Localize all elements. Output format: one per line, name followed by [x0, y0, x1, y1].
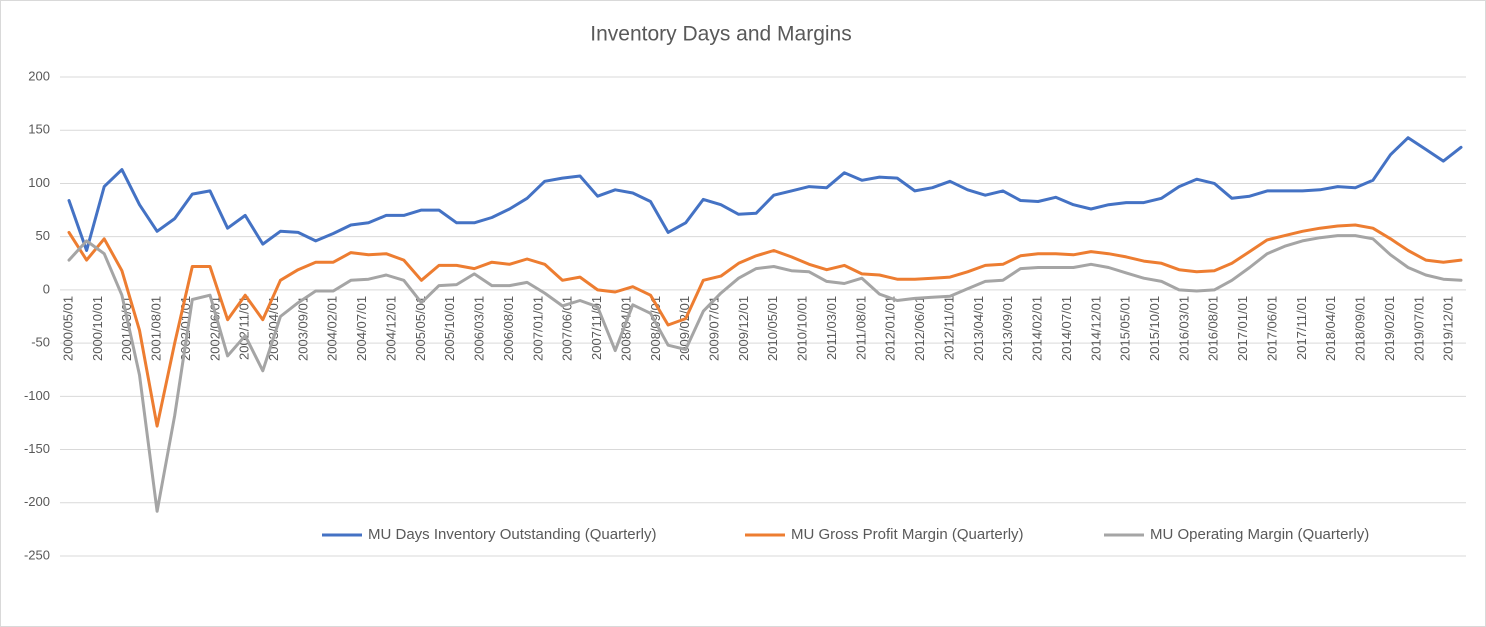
y-tick-label: 200 — [28, 68, 50, 83]
x-tick-label: 2009/07/01 — [707, 296, 722, 361]
y-tick-label: -200 — [24, 494, 50, 509]
x-tick-label: 2012/11/01 — [941, 296, 956, 360]
y-tick-label: 50 — [36, 228, 50, 243]
x-tick-label: 2010/10/01 — [795, 296, 810, 361]
x-tick-label: 2011/08/01 — [853, 296, 868, 360]
x-tick-label: 2011/03/01 — [824, 296, 839, 360]
x-tick-label: 2001/03/01 — [119, 296, 134, 361]
x-tick-label: 2013/04/01 — [971, 296, 986, 361]
series-line — [67, 136, 1463, 252]
legend-label: MU Operating Margin (Quarterly) — [1150, 526, 1369, 543]
x-tick-label: 2009/12/01 — [736, 296, 751, 361]
y-tick-label: 150 — [28, 122, 50, 137]
x-tick-label: 2006/08/01 — [501, 296, 516, 361]
x-tick-label: 2018/09/01 — [1353, 296, 1368, 361]
x-tick-label: 2017/06/01 — [1264, 296, 1279, 361]
x-tick-label: 2015/05/01 — [1118, 296, 1133, 361]
legend-item: MU Days Inventory Outstanding (Quarterly… — [322, 526, 656, 543]
x-tick-label: 2003/09/01 — [295, 296, 310, 361]
x-tick-label: 2019/02/01 — [1382, 296, 1397, 361]
y-tick-label: 100 — [28, 175, 50, 190]
x-tick-label: 2017/11/01 — [1294, 296, 1309, 360]
legend-label: MU Gross Profit Margin (Quarterly) — [791, 526, 1024, 543]
x-tick-label: 2012/06/01 — [912, 296, 927, 361]
x-tick-label: 2018/04/01 — [1323, 296, 1338, 361]
legend-label: MU Days Inventory Outstanding (Quarterly… — [368, 526, 656, 543]
x-tick-label: 2004/07/01 — [354, 296, 369, 361]
legend-item: MU Operating Margin (Quarterly) — [1104, 526, 1369, 543]
x-tick-label: 2019/07/01 — [1411, 296, 1426, 361]
series-line — [67, 223, 1463, 428]
x-tick-label: 2006/03/01 — [472, 296, 487, 361]
x-tick-label: 2009/02/01 — [677, 296, 692, 361]
x-tick-label: 2016/08/01 — [1206, 296, 1221, 361]
x-tick-label: 2010/05/01 — [765, 296, 780, 361]
x-tick-label: 2016/03/01 — [1176, 296, 1191, 361]
y-tick-label: -100 — [24, 388, 50, 403]
x-tick-label: 2005/10/01 — [442, 296, 457, 361]
x-tick-label: 2012/01/01 — [883, 296, 898, 361]
x-tick-label: 2007/01/01 — [530, 296, 545, 361]
y-tick-label: -150 — [24, 441, 50, 456]
chart-title: Inventory Days and Margins — [590, 23, 851, 46]
x-tick-label: 2017/01/01 — [1235, 296, 1250, 361]
x-tick-label: 2001/08/01 — [149, 296, 164, 361]
x-tick-label: 2013/09/01 — [1000, 296, 1015, 361]
y-tick-label: 0 — [43, 281, 50, 296]
x-tick-label: 2014/12/01 — [1088, 296, 1103, 361]
x-tick-label: 2004/02/01 — [325, 296, 340, 361]
x-tick-label: 2005/05/01 — [413, 296, 428, 361]
x-tick-label: 2014/07/01 — [1059, 296, 1074, 361]
x-tick-label: 2014/02/01 — [1030, 296, 1045, 361]
y-tick-label: -250 — [24, 547, 50, 562]
x-tick-label: 2015/10/01 — [1147, 296, 1162, 361]
x-tick-label: 2019/12/01 — [1441, 296, 1456, 361]
x-tick-label: 2007/06/01 — [560, 296, 575, 361]
series-line — [67, 234, 1463, 513]
y-tick-label: -50 — [31, 335, 50, 350]
x-tick-label: 2000/05/01 — [60, 296, 75, 361]
x-tick-label: 2000/10/01 — [90, 296, 105, 361]
legend-item: MU Gross Profit Margin (Quarterly) — [745, 526, 1024, 543]
x-tick-label: 2002/06/01 — [207, 296, 222, 361]
x-tick-label: 2004/12/01 — [383, 296, 398, 361]
